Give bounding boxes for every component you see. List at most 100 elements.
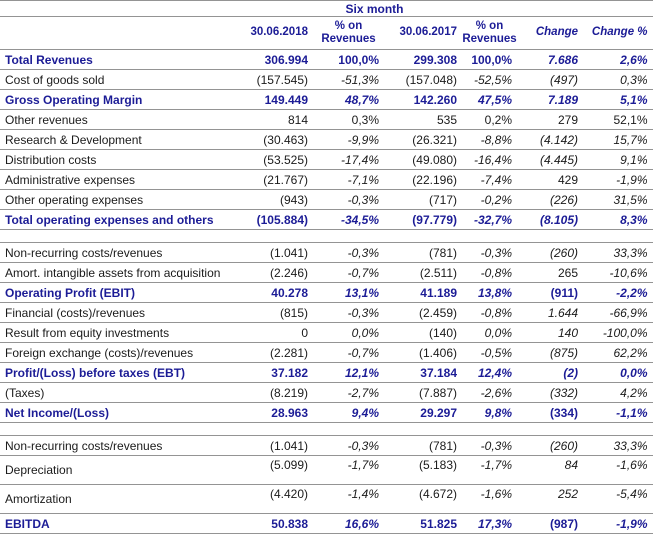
value-cell: (5.183) — [384, 455, 462, 485]
value-cell: (49.080) — [384, 149, 462, 170]
value-cell: (4.445) — [517, 149, 584, 170]
value-cell: -0,7% — [313, 342, 384, 363]
value-cell: -7,4% — [462, 169, 518, 190]
value-cell: (717) — [384, 189, 462, 210]
value-cell: -1,9% — [583, 513, 653, 534]
value-cell: (105.884) — [232, 209, 313, 230]
column-header-row: 30.06.2018 % on Revenues 30.06.2017 % on… — [0, 16, 653, 50]
table-row: Operating Profit (EBIT) 40.278 13,1% 41.189… — [0, 282, 653, 303]
table-row: Administrative expenses (21.767) -7,1% (22.… — [0, 169, 653, 190]
value-cell: 8,3% — [583, 209, 653, 230]
period-banner-row: Six month — [0, 0, 653, 17]
table-row: Amort. intangible assets from acquisitio… — [0, 262, 653, 283]
value-cell: -34,5% — [313, 209, 384, 230]
value-cell: 142.260 — [384, 89, 462, 110]
value-cell: -0,3% — [313, 189, 384, 210]
value-cell: (260) — [517, 242, 584, 263]
table-row: Depreciation (5.099) -1,7% (5.183) -1,7% 84 -1… — [0, 455, 653, 485]
value-cell: -100,0% — [583, 322, 653, 343]
value-cell: (781) — [384, 435, 462, 456]
row-label: Gross Operating Margin — [0, 89, 232, 110]
row-label: Financial (costs)/revenues — [0, 302, 232, 323]
value-cell: -9,9% — [313, 129, 384, 150]
value-cell: 50.838 — [232, 513, 313, 534]
value-cell: -1,9% — [583, 169, 653, 190]
value-cell: 17,3% — [462, 513, 518, 534]
row-label: Depreciation — [0, 455, 232, 485]
table-row: Non-recurring costs/revenues (1.041) -0,3%… — [0, 242, 653, 263]
table-row: Other revenues 814 0,3% 535 0,2% 279 52,1% — [0, 109, 653, 130]
value-cell: -32,7% — [462, 209, 518, 230]
value-cell: (157.545) — [232, 69, 313, 90]
value-cell: -0,8% — [462, 262, 518, 283]
value-cell: 306.994 — [232, 49, 313, 70]
value-cell: 149.449 — [232, 89, 313, 110]
table-row: Foreign exchange (costs)/revenues (2.281)… — [0, 342, 653, 363]
value-cell: (8.105) — [517, 209, 584, 230]
value-cell: 31,5% — [583, 189, 653, 210]
row-label: Administrative expenses — [0, 169, 232, 190]
value-cell: 51.825 — [384, 513, 462, 534]
value-cell: -1,7% — [313, 455, 384, 485]
table-row: Gross Operating Margin 149.449 48,7% 142.26… — [0, 89, 653, 110]
section-gap-row — [0, 229, 653, 243]
value-cell: -1,7% — [462, 455, 518, 485]
value-cell: (21.767) — [232, 169, 313, 190]
value-cell: 2,6% — [583, 49, 653, 70]
row-label: Amort. intangible assets from acquisitio… — [0, 262, 232, 283]
value-cell: -1,4% — [313, 484, 384, 514]
value-cell: 0,2% — [462, 109, 518, 130]
value-cell: 279 — [517, 109, 584, 130]
row-label: Foreign exchange (costs)/revenues — [0, 342, 232, 363]
value-cell: 15,7% — [583, 129, 653, 150]
value-cell: (497) — [517, 69, 584, 90]
row-label: Profit/(Loss) before taxes (EBT) — [0, 362, 232, 383]
value-cell: (781) — [384, 242, 462, 263]
value-cell: (815) — [232, 302, 313, 323]
banner-spacer-right — [517, 0, 653, 17]
table-row: Cost of goods sold (157.545) -51,3% (157.04… — [0, 69, 653, 90]
value-cell: (140) — [384, 322, 462, 343]
value-cell: (226) — [517, 189, 584, 210]
value-cell: 84 — [517, 455, 584, 485]
value-cell: 4,2% — [583, 382, 653, 403]
value-cell: (1.406) — [384, 342, 462, 363]
row-label: Research & Development — [0, 129, 232, 150]
value-cell: 299.308 — [384, 49, 462, 70]
value-cell: -51,3% — [313, 69, 384, 90]
value-cell: -1,6% — [583, 455, 653, 485]
value-cell: 62,2% — [583, 342, 653, 363]
value-cell: (987) — [517, 513, 584, 534]
row-label: Net Income/(Loss) — [0, 402, 232, 423]
value-cell: -17,4% — [313, 149, 384, 170]
table-row: Non-recurring costs/revenues (1.041) -0,3%… — [0, 435, 653, 456]
value-cell: (2) — [517, 362, 584, 383]
value-cell: 48,7% — [313, 89, 384, 110]
value-cell: 100,0% — [313, 49, 384, 70]
table-row: EBITDA 50.838 16,6% 51.825 17,3% (987) -1,9% — [0, 513, 653, 534]
value-cell: 37.182 — [232, 362, 313, 383]
value-cell: 0,0% — [462, 322, 518, 343]
value-cell: (334) — [517, 402, 584, 423]
row-label: Operating Profit (EBIT) — [0, 282, 232, 303]
value-cell: (26.321) — [384, 129, 462, 150]
value-cell: 7.189 — [517, 89, 584, 110]
column-header-change-pct: Change % — [583, 16, 653, 50]
column-header-pct-revenues-2017: % on Revenues — [462, 16, 518, 50]
value-cell: 814 — [232, 109, 313, 130]
row-label: Cost of goods sold — [0, 69, 232, 90]
value-cell: 9,4% — [313, 402, 384, 423]
value-cell: 13,8% — [462, 282, 518, 303]
column-header-pct-revenues-2018: % on Revenues — [313, 16, 384, 50]
value-cell: 1.644 — [517, 302, 584, 323]
value-cell: (5.099) — [232, 455, 313, 485]
value-cell: -7,1% — [313, 169, 384, 190]
value-cell: (53.525) — [232, 149, 313, 170]
value-cell: -16,4% — [462, 149, 518, 170]
value-cell: (2.281) — [232, 342, 313, 363]
row-label: (Taxes) — [0, 382, 232, 403]
value-cell: -2,6% — [462, 382, 518, 403]
row-label: Non-recurring costs/revenues — [0, 435, 232, 456]
value-cell: -0,3% — [313, 302, 384, 323]
value-cell: (875) — [517, 342, 584, 363]
